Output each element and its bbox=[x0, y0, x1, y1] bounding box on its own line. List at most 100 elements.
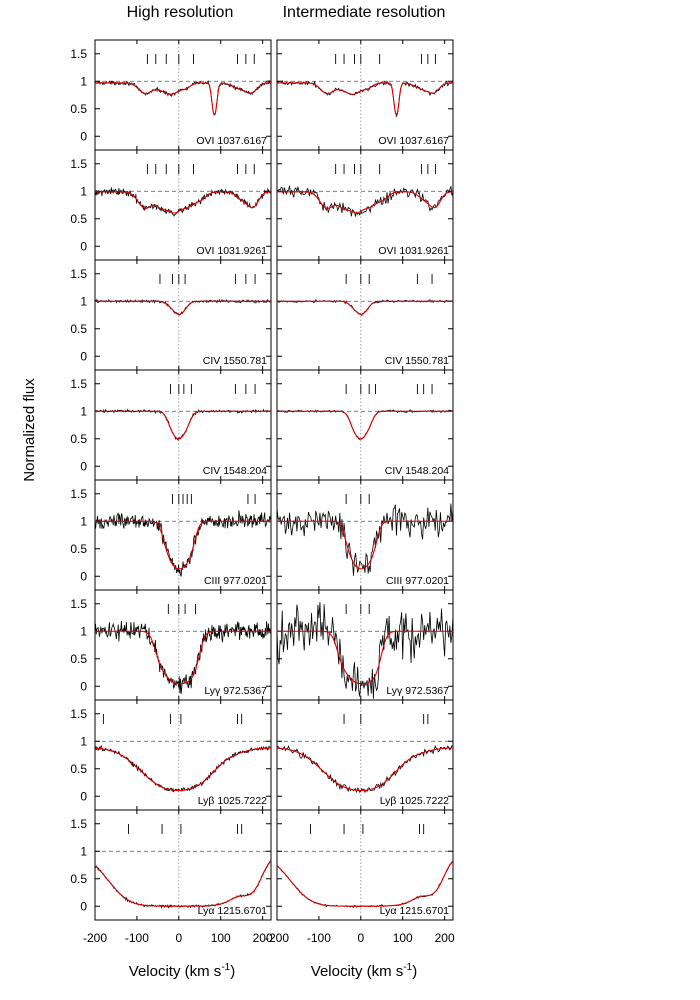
model-fit bbox=[277, 520, 453, 570]
y-tick-label: 1 bbox=[80, 624, 87, 638]
panel-1-intermediate: OVI 1037.6167 bbox=[276, 39, 454, 151]
y-tick-label: 1 bbox=[80, 74, 87, 88]
panel-1-high: 0 0.5 1 1.5 OVI 1037.6167 bbox=[70, 39, 272, 151]
ion-label: Lyα 1215.6701 bbox=[380, 905, 449, 917]
y-tick-label: 0.5 bbox=[70, 212, 87, 226]
y-tick-label: 1 bbox=[80, 294, 87, 308]
panel-frame bbox=[94, 259, 272, 371]
panel-6-high: 0 0.5 1 1.5 Lyγ 972.5367 bbox=[70, 589, 272, 701]
ion-label: CIV 1550.781 bbox=[385, 355, 449, 367]
ion-label: CIII 977.0201 bbox=[204, 575, 267, 587]
model-fit bbox=[277, 300, 453, 315]
panel-6-intermediate: Lyγ 972.5367 bbox=[276, 589, 454, 701]
ion-label: OVI 1031.9261 bbox=[196, 245, 267, 257]
panel-5-high: 0 0.5 1 1.5 CIII 977.0201 bbox=[70, 479, 272, 591]
panel-7-intermediate: Lyβ 1025.7222 bbox=[276, 699, 454, 811]
ion-label: OVI 1037.6167 bbox=[378, 135, 449, 147]
ion-label: OVI 1037.6167 bbox=[196, 135, 267, 147]
panel-frame bbox=[276, 259, 454, 371]
data-spectrum bbox=[276, 185, 454, 218]
panel-7-high: 0 0.5 1 1.5 Lyβ 1025.7222 bbox=[70, 699, 272, 811]
y-tick-label: 1.5 bbox=[70, 817, 87, 831]
panel-2-intermediate: OVI 1031.9261 bbox=[276, 149, 454, 261]
x-tick-label: -100 bbox=[307, 931, 331, 945]
data-spectrum bbox=[94, 744, 272, 793]
y-tick-label: 0.5 bbox=[70, 762, 87, 776]
y-tick-label: 0.5 bbox=[70, 652, 87, 666]
panel-3-high: 0 0.5 1 1.5 CIV 1550.781 bbox=[70, 259, 272, 371]
panel-8-intermediate: Lyα 1215.6701 bbox=[276, 809, 454, 921]
x-tick-label: 0 bbox=[175, 931, 182, 945]
ion-label: CIII 977.0201 bbox=[386, 575, 449, 587]
model-fit bbox=[277, 191, 454, 214]
y-tick-label: 1 bbox=[80, 844, 87, 858]
y-tick-label: 0.5 bbox=[70, 322, 87, 336]
ion-label: OVI 1031.9261 bbox=[378, 245, 449, 257]
panel-5-intermediate: CIII 977.0201 bbox=[276, 479, 454, 591]
model-fit bbox=[276, 747, 454, 792]
y-tick-label: 0 bbox=[80, 349, 87, 363]
x-tick-label: -200 bbox=[265, 931, 289, 945]
data-spectrum bbox=[94, 79, 272, 116]
x-tick-label: 200 bbox=[435, 931, 455, 945]
model-fit bbox=[277, 82, 454, 117]
model-fit bbox=[95, 410, 271, 440]
x-tick-label: -200 bbox=[83, 931, 107, 945]
data-spectrum bbox=[276, 299, 454, 316]
panel-3-intermediate: CIV 1550.781 bbox=[276, 259, 454, 371]
y-tick-label: 0.5 bbox=[70, 102, 87, 116]
x-tick-label: 0 bbox=[357, 931, 364, 945]
panel-8-high: 0 0.5 1 1.5 Lyα 1215.6701 bbox=[70, 809, 272, 921]
data-spectrum bbox=[276, 745, 454, 794]
model-fit bbox=[94, 860, 272, 907]
y-tick-label: 0.5 bbox=[70, 872, 87, 886]
y-tick-label: 0 bbox=[80, 129, 87, 143]
y-tick-label: 1.5 bbox=[70, 487, 87, 501]
panel-frame bbox=[94, 149, 272, 261]
column-title-high-resolution: High resolution bbox=[127, 4, 234, 21]
y-tick-label: 1.5 bbox=[70, 597, 87, 611]
x-tick-label: 100 bbox=[393, 931, 413, 945]
model-fit bbox=[276, 860, 454, 907]
x-tick-label: -100 bbox=[125, 931, 149, 945]
ion-label: Lyβ 1025.7222 bbox=[198, 795, 267, 807]
y-tick-label: 0 bbox=[80, 899, 87, 913]
ion-label: Lyα 1215.6701 bbox=[198, 905, 267, 917]
panel-frame bbox=[94, 39, 272, 151]
panel-4-intermediate: CIV 1548.204 bbox=[276, 369, 454, 481]
y-tick-label: 1.5 bbox=[70, 267, 87, 281]
ion-label: Lyγ 972.5367 bbox=[386, 685, 449, 697]
panel-frame bbox=[276, 809, 454, 921]
x-axis-title-right: Velocity (km s-1) bbox=[311, 962, 417, 980]
data-spectrum bbox=[276, 601, 454, 699]
x-axis-title-left: Velocity (km s-1) bbox=[129, 962, 235, 980]
ion-label: Lyβ 1025.7222 bbox=[380, 795, 449, 807]
model-fit bbox=[95, 300, 271, 315]
y-tick-label: 0.5 bbox=[70, 432, 87, 446]
panel-frame bbox=[94, 369, 272, 481]
y-tick-label: 1.5 bbox=[70, 377, 87, 391]
panels-group: 0 0.5 1 1.5 OVI 1037.6167 OVI 1037.6167 0 0.5 1 1… bbox=[70, 39, 455, 945]
model-fit bbox=[277, 630, 453, 685]
panel-frame bbox=[276, 149, 454, 261]
y-tick-label: 1 bbox=[80, 734, 87, 748]
model-fit bbox=[95, 520, 271, 570]
ion-label: CIV 1548.204 bbox=[203, 465, 267, 477]
panel-frame bbox=[276, 39, 454, 151]
ion-label: CIV 1550.781 bbox=[203, 355, 267, 367]
model-fit bbox=[277, 410, 453, 440]
x-tick-label: 200 bbox=[253, 931, 273, 945]
column-title-intermediate-resolution: Intermediate resolution bbox=[283, 4, 446, 21]
y-tick-label: 0.5 bbox=[70, 542, 87, 556]
data-spectrum bbox=[94, 510, 272, 577]
panel-2-high: 0 0.5 1 1.5 OVI 1031.9261 bbox=[70, 149, 272, 261]
data-spectrum bbox=[94, 860, 272, 909]
y-tick-label: 1.5 bbox=[70, 47, 87, 61]
y-tick-label: 0 bbox=[80, 459, 87, 473]
y-tick-label: 1 bbox=[80, 404, 87, 418]
y-tick-label: 0 bbox=[80, 239, 87, 253]
data-spectrum bbox=[94, 620, 272, 695]
panel-frame bbox=[94, 809, 272, 921]
x-tick-label: 100 bbox=[211, 931, 231, 945]
